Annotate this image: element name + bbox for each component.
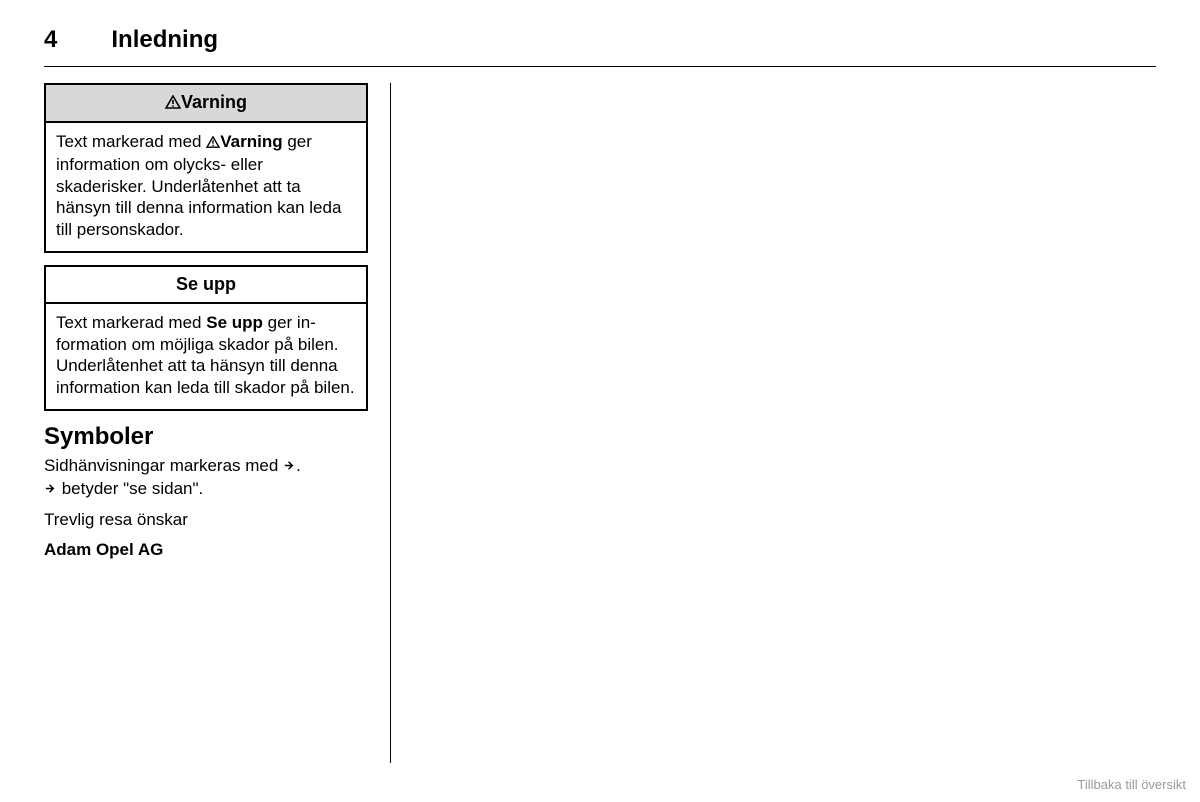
column-1: Varning Text markerad med Varning ger in… <box>44 83 390 763</box>
manual-page: 4 Inledning Varning Text markerad med Va… <box>0 0 1200 763</box>
caution-body-bold: Se upp <box>206 313 263 332</box>
page-header: 4 Inledning <box>44 26 1156 67</box>
caution-box-heading: Se upp <box>46 267 366 304</box>
warning-box-heading: Varning <box>46 85 366 123</box>
symbols-line3: Trevlig resa önskar <box>44 509 368 531</box>
symbols-heading: Symboler <box>44 423 368 451</box>
page-ref-arrow-icon <box>283 456 296 478</box>
warning-box: Varning Text markerad med Varning ger in… <box>44 83 368 253</box>
back-to-overview-link[interactable]: Tillbaka till översikt <box>1077 777 1186 792</box>
content-columns: Varning Text markerad med Varning ger in… <box>44 83 1156 763</box>
warning-triangle-icon <box>206 132 220 154</box>
page-ref-arrow-icon <box>44 479 57 501</box>
column-divider <box>390 83 391 763</box>
symbols-line1-post: . <box>296 456 301 475</box>
signature: Adam Opel AG <box>44 539 368 561</box>
warning-body-bold: Varning <box>220 132 282 151</box>
warning-heading-text: Varning <box>181 92 247 112</box>
caution-body-pre: Text markerad med <box>56 313 206 332</box>
caution-box: Se upp Text markerad med Se upp ger in­f… <box>44 265 368 411</box>
symbols-line1-pre: Sidhänvisningar markeras med <box>44 456 283 475</box>
caution-box-body: Text markerad med Se upp ger in­formatio… <box>46 304 366 409</box>
warning-body-pre: Text markerad med <box>56 132 206 151</box>
symbols-para-1: Sidhänvisningar markeras med . betyder "… <box>44 455 368 501</box>
page-number: 4 <box>44 26 57 54</box>
warning-triangle-icon <box>165 93 181 114</box>
symbols-line2-post: betyder "se sidan". <box>57 479 203 498</box>
page-title: Inledning <box>111 26 218 54</box>
warning-box-body: Text markerad med Varning ger informatio… <box>46 123 366 251</box>
